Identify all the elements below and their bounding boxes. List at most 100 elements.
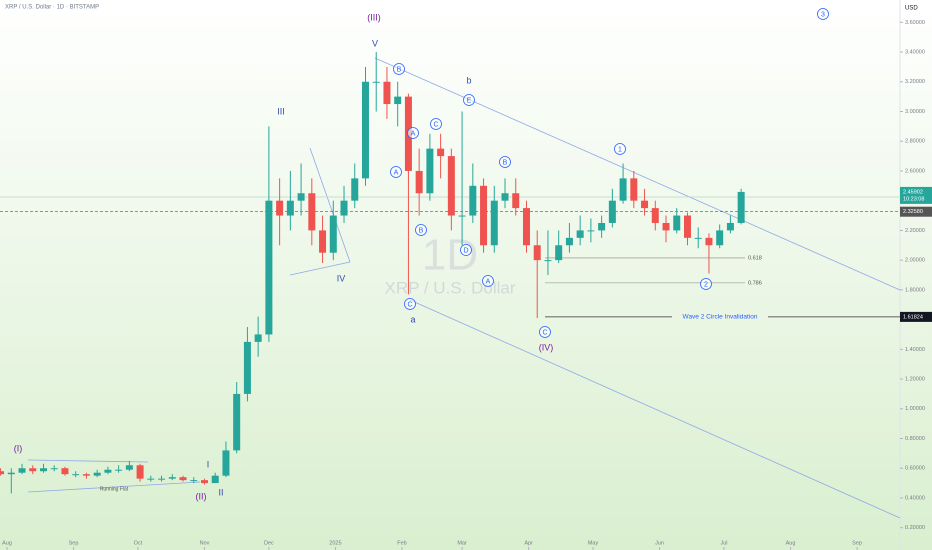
candle-body [576, 230, 584, 238]
candle-body [458, 215, 466, 217]
circled-label-ring [430, 118, 442, 130]
candle-body [662, 222, 670, 231]
candle-body [329, 215, 337, 253]
candle-body [50, 468, 58, 470]
candle-body [286, 200, 294, 216]
candle-body [673, 215, 681, 231]
invalidation-text-bg [672, 311, 768, 322]
wave-label: (II) [196, 491, 207, 501]
candle-body [125, 465, 133, 470]
x-tick-label: Jun [655, 540, 664, 546]
y-tick-label: 1.40000 [905, 347, 925, 353]
y-tick-label: 0.40000 [905, 495, 925, 501]
candle-body [522, 208, 530, 246]
circled-label: D [463, 247, 468, 254]
triangle-upper [309, 147, 351, 263]
candle-body [0, 471, 5, 475]
candle-body [351, 178, 359, 201]
y-tick-label: 3.60000 [905, 20, 925, 26]
candle-body [608, 200, 616, 223]
candle-body [565, 237, 573, 246]
candle-body [136, 465, 144, 479]
candle-body [447, 156, 455, 216]
watermark-symbol: XRP / U.S. Dollar [384, 278, 515, 297]
wave-label: a [410, 314, 415, 324]
candle-body [641, 200, 649, 209]
flat-lower [27, 481, 201, 493]
candle-body [211, 475, 219, 484]
invalidation-tag [900, 311, 932, 322]
wave-label: (IV) [539, 342, 554, 352]
candle-body [716, 230, 724, 246]
circled-label: C [433, 121, 438, 128]
candle-body [533, 245, 541, 261]
circled-label: C [542, 329, 547, 336]
candle-body [394, 96, 402, 105]
drawings [0, 57, 901, 519]
circled-label: E [467, 97, 472, 104]
candle-body [297, 193, 305, 201]
candle-body [243, 341, 251, 394]
candle-body [158, 478, 166, 480]
channel-upper [374, 57, 901, 291]
y-tick-label: 2.60000 [905, 168, 925, 174]
invalidation-label: 1.61824 [903, 314, 923, 320]
y-tick-label: 1.00000 [905, 406, 925, 412]
wave-label: I [207, 459, 210, 469]
invalidation-text: Wave 2 Circle Invalidation [683, 314, 758, 321]
wave-label: (I) [14, 443, 23, 453]
x-tick-label: Feb [397, 540, 406, 546]
flat-upper [27, 459, 149, 463]
candle-body [308, 193, 316, 231]
y-tick-label: 3.40000 [905, 49, 925, 55]
wave-label: V [372, 38, 378, 48]
candle-body [480, 185, 488, 246]
candle-body [61, 468, 69, 475]
y-tick-label: 1.20000 [905, 377, 925, 383]
candle-body [179, 477, 187, 481]
x-tick-label: Nov [200, 540, 210, 546]
x-tick-label: May [588, 540, 599, 546]
candle-body [555, 245, 563, 261]
candle-body [265, 200, 273, 335]
circled-label-ring [393, 63, 405, 75]
x-tick-label: Aug [2, 540, 12, 546]
circled-label: 1 [618, 146, 622, 153]
circled-label-ring [817, 8, 829, 20]
circled-label: A [394, 169, 399, 176]
last-price-tag [900, 186, 932, 204]
wave-label: Running Flat [100, 486, 129, 492]
candle-body [29, 468, 37, 472]
x-tick-label: Jul [720, 540, 727, 546]
wave-label: II [218, 487, 223, 497]
candle-body [168, 477, 176, 479]
candle-body [737, 191, 745, 223]
circled-label-ring [499, 156, 511, 168]
watermark-interval: 1D [422, 231, 478, 280]
candle-body [544, 260, 552, 262]
candle-body [340, 200, 348, 216]
candle-body [233, 393, 241, 451]
candle-body [415, 170, 423, 194]
circled-label-ring [700, 278, 712, 290]
candle-body [630, 178, 638, 201]
candle-body [437, 148, 445, 157]
last-price-label: 2.45902 [903, 189, 923, 195]
candle-body [598, 222, 606, 231]
candle-body [39, 468, 47, 472]
countdown: 10:23:08 [903, 196, 924, 202]
x-tick-label: Mar [457, 540, 467, 546]
candle-body [587, 230, 595, 232]
y-tick-label: 2.80000 [905, 139, 925, 145]
candle-body [276, 200, 284, 216]
circled-label: A [486, 278, 491, 285]
candle-body [7, 472, 15, 475]
candle-body [372, 81, 380, 83]
y-tick-label: 2.20000 [905, 228, 925, 234]
candle-body [694, 237, 702, 239]
circled-label-ring [390, 166, 402, 178]
circled-label-ring [460, 244, 472, 256]
circled-label: A [411, 130, 416, 137]
candle-body [319, 230, 327, 253]
